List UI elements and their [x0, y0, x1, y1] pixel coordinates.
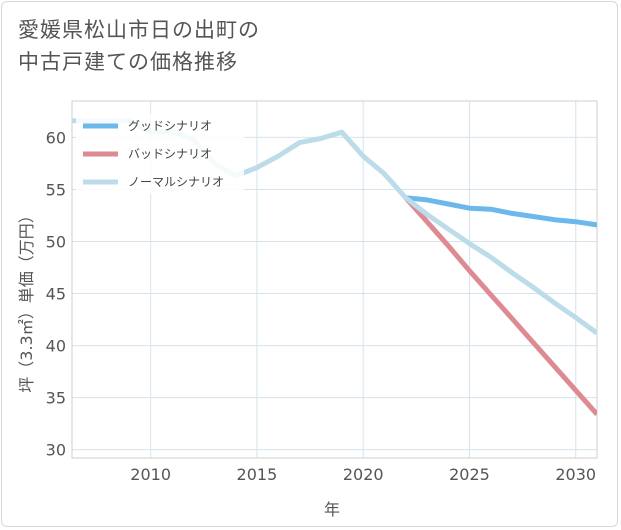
- x-tick-label: 2015: [237, 465, 278, 484]
- y-axis-title: 坪（3.3㎡）単価（万円）: [17, 207, 36, 392]
- legend-label-1: グッドシナリオ: [128, 119, 212, 133]
- y-tick-label: 30: [46, 441, 66, 460]
- x-tick-label: 2020: [343, 465, 384, 484]
- series-line-1: [405, 195, 597, 228]
- x-tick-label: 2010: [130, 465, 171, 484]
- y-tick-label: 50: [46, 233, 66, 252]
- plot-area-border: [71, 100, 598, 459]
- y-tick-label: 45: [46, 285, 66, 304]
- y-tick-label: 40: [46, 337, 66, 356]
- chart-title-line2: 中古戸建ての価格推移: [18, 50, 238, 74]
- x-tick-label: 2025: [449, 465, 490, 484]
- legend-label-3: ノーマルシナリオ: [128, 175, 224, 189]
- x-axis-title: 年: [324, 500, 340, 519]
- tick-labels: 30 35 40 45 50 55 60 2010 2015 2020 2025 2030: [46, 128, 596, 484]
- legend-label-2: バッドシナリオ: [128, 147, 212, 161]
- chart-title: 愛媛県松山市日の出町の 中古戸建ての価格推移: [18, 14, 260, 78]
- chart-title-line1: 愛媛県松山市日の出町の: [18, 18, 260, 42]
- series-line-2: [403, 196, 597, 416]
- y-tick-label: 35: [46, 389, 66, 408]
- y-tick-label: 60: [46, 128, 66, 147]
- x-tick-label: 2030: [555, 465, 596, 484]
- y-tick-label: 55: [46, 180, 66, 199]
